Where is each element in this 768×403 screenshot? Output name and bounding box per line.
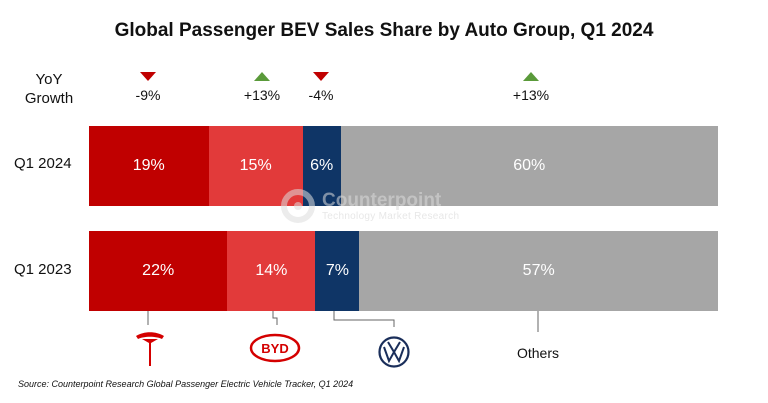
watermark-tagline: Technology Market Research [322,210,460,222]
bar-segment-others: 60% [340,126,718,206]
volkswagen-logo-icon [378,336,410,368]
row-label-q1-2023: Q1 2023 [14,261,72,278]
bar-segment-volkswagen: 7% [315,231,360,311]
data-label: 14% [255,262,288,279]
data-label: 57% [522,262,555,279]
yoy-item-others: +13% [501,72,561,103]
watermark-brand: Counterpoint [322,189,442,211]
data-label: 60% [513,157,546,174]
data-label: 22% [142,262,175,279]
yoy-value: +13% [243,87,281,103]
data-label: 7% [325,262,349,279]
bar-segment-byd: 15% [208,126,303,206]
data-label: 6% [310,157,334,174]
bar-segment-tesla: 22% [89,231,228,311]
bar-segment-volkswagen: 6% [302,126,341,206]
yoy-item-byd: +13% [232,72,292,103]
row-label-q1-2024: Q1 2024 [14,155,72,172]
yoy-value: +13% [512,87,550,103]
down-arrow-icon [140,72,156,81]
counterpoint-logo-icon [281,189,315,223]
watermark: Counterpoint Technology Market Research [278,186,459,226]
data-label: 15% [239,157,272,174]
tesla-logo-icon [136,332,164,366]
bar-segment-others: 57% [359,231,718,311]
data-label: 19% [132,157,165,174]
bar-segment-byd: 14% [227,231,316,311]
yoy-item-tesla: -9% [118,72,178,103]
bar-q1-2024: 19% 15% 6% 60% [89,126,718,206]
up-arrow-icon [254,72,270,81]
source-note: Source: Counterpoint Research Global Pas… [18,379,354,389]
up-arrow-icon [523,72,539,81]
svg-text:BYD: BYD [261,341,288,356]
bar-segment-tesla: 19% [89,126,209,206]
bar-q1-2023: 22% 14% 7% 57% [89,231,718,311]
down-arrow-icon [313,72,329,81]
byd-logo-icon: BYD [249,333,301,363]
others-label: Others [516,345,559,361]
yoy-growth-label: YoY Growth [24,71,74,107]
yoy-item-vw: -4% [291,72,351,103]
chart-title: Global Passenger BEV Sales Share by Auto… [114,20,654,41]
yoy-value: -9% [135,87,161,103]
yoy-value: -4% [308,87,334,103]
